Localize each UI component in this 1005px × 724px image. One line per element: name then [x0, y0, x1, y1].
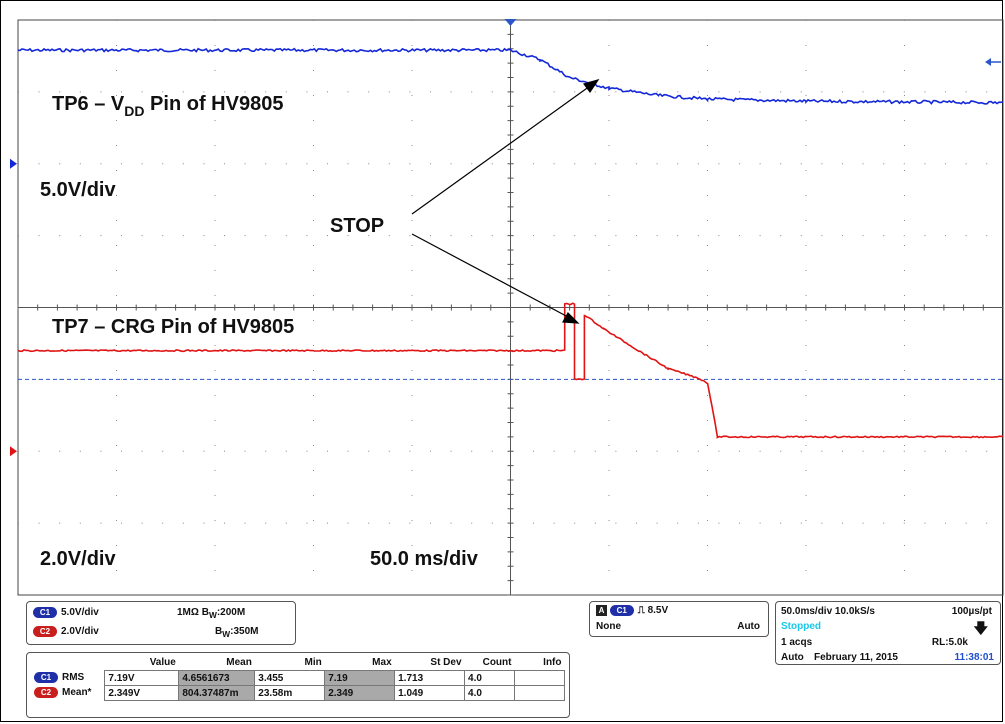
measurement-header: St Dev	[430, 657, 462, 668]
ch1-bw-sub: W	[208, 610, 217, 620]
measurement-header-row: Value Mean Min Max St Dev Count Info	[31, 655, 565, 671]
markers	[10, 19, 1001, 457]
record-down-icon: 🡇	[973, 620, 988, 636]
measurement-cell	[513, 685, 566, 701]
ch1-impedance: 1MΩ	[177, 607, 199, 618]
stop-label: STOP	[330, 215, 384, 237]
ch2-ground-marker	[10, 446, 17, 457]
measurement-cell: 4.0	[464, 685, 515, 701]
trigger-level-arrowhead	[985, 58, 991, 66]
measurement-cell: 23.58m	[254, 685, 326, 701]
measurement-name: Mean*	[62, 687, 92, 699]
measurement-header: Max	[372, 657, 392, 668]
measurement-cell: 4.0	[464, 670, 515, 686]
measurement-cell: 804.37487m	[178, 685, 256, 701]
time-scale-label: 50.0 ms/div	[370, 548, 479, 570]
ch1-badge: C1	[34, 672, 58, 684]
measurement-header: Value	[149, 657, 176, 668]
run-state: Stopped	[781, 621, 821, 632]
ch2-badge: C2	[34, 687, 58, 699]
scope-display: TP6 – VDD Pin of HV9805 5.0V/div STOP TP…	[10, 19, 1004, 596]
capture-time: 11:38:01	[954, 652, 994, 663]
measurement-header-blank	[31, 655, 105, 671]
measurement-row[interactable]: C2 Mean* 2.349V 804.37487m 23.58m 2.349 1…	[31, 685, 566, 701]
acq-mode: Auto	[781, 652, 804, 663]
ch1-status: C1 5.0V/div	[33, 607, 99, 618]
measurement-cell	[513, 670, 566, 686]
trigger-position-marker	[504, 19, 517, 26]
ch1-status-scale: 5.0V/div	[61, 607, 99, 619]
measurement-row[interactable]: C1 RMS 7.19V 4.6561673 3.455 7.19 1.713 4…	[31, 670, 566, 686]
ch2-bw: :350M	[230, 626, 259, 637]
measurement-cell: 2.349	[324, 685, 396, 701]
measurement-header: Info	[543, 657, 562, 668]
measurement-cell: 7.19V	[104, 670, 180, 686]
ch1-badge[interactable]: C1	[33, 607, 57, 618]
ch1-ground-marker	[10, 158, 17, 169]
stop-arrowhead-upper	[582, 78, 600, 94]
measurement-label: C2 Mean*	[31, 686, 105, 701]
measurement-header: Count	[482, 657, 512, 668]
measurement-panel: Value Mean Min Max St Dev Count Info C1 R…	[26, 652, 570, 718]
ch2-bw-info: BW:350M	[215, 626, 258, 639]
measurement-cell: 7.19	[324, 670, 396, 686]
ch2-badge[interactable]: C2	[33, 626, 57, 637]
measurement-cell: 4.6561673	[178, 670, 256, 686]
ch2-bw-prefix: B	[215, 626, 223, 637]
ch2-status: C2 2.0V/div	[33, 626, 99, 637]
tp6-label: TP6 – VDD Pin of HV9805	[52, 93, 283, 119]
acquisition-panel[interactable]: 50.0ms/div 10.0kS/s 100µs/pt Stopped 🡇 1…	[775, 601, 1001, 665]
ch2-bw-sub: W	[222, 629, 231, 639]
measurement-cell: 1.713	[394, 670, 466, 686]
record-length: RL:5.0k	[931, 637, 968, 648]
measurement-table: Value Mean Min Max St Dev Count Info C1 R…	[31, 655, 566, 701]
measurement-header: Min	[304, 657, 322, 668]
trigger-mode-badge: A	[596, 605, 607, 616]
stop-arrowhead-lower	[562, 312, 580, 324]
capture-date: February 11, 2015	[814, 652, 898, 663]
stop-arrows	[411, 78, 600, 324]
trigger-coupling: None	[596, 621, 621, 632]
trigger-source-badge: C1	[609, 605, 634, 616]
measurement-label: C1 RMS	[31, 671, 105, 686]
measurement-cell: 2.349V	[104, 685, 180, 701]
measurement-header: Mean	[226, 657, 252, 668]
ch2-status-scale: 2.0V/div	[61, 626, 99, 638]
trigger-mode: Auto	[737, 621, 760, 632]
measurement-cell: 3.455	[254, 670, 326, 686]
ch2-scale-label: 2.0V/div	[40, 548, 116, 570]
rising-edge-icon: ⎍	[637, 605, 645, 617]
ch2-trace	[17, 302, 1004, 439]
waveform-traces	[17, 47, 1004, 439]
ch1-impedance-bw: 1MΩ BW:200M	[177, 607, 245, 620]
timebase-info: 50.0ms/div 10.0kS/s	[781, 606, 875, 617]
ch1-bw: :200M	[216, 607, 246, 618]
trigger-panel[interactable]: A C1 ⎍ 8.5V None Auto	[589, 601, 769, 637]
channel-status-panel: C1 5.0V/div 1MΩ BW:200M C2 2.0V/div BW:350…	[26, 601, 296, 645]
measurement-name: RMS	[62, 672, 85, 684]
ch1-trace	[17, 47, 1004, 105]
tp7-label: TP7 – CRG Pin of HV9805	[52, 316, 294, 338]
acq-count: 1 acqs	[781, 637, 813, 648]
trigger-level: 8.5V	[647, 605, 669, 617]
resolution-info: 100µs/pt	[951, 606, 992, 617]
measurement-cell: 1.049	[394, 685, 466, 701]
stop-arrow-lower	[411, 233, 571, 319]
ch1-scale-label: 5.0V/div	[40, 179, 116, 201]
ch1-bw-prefix: B	[201, 607, 209, 618]
stop-arrow-upper	[411, 85, 591, 215]
trigger-source: A C1 ⎍ 8.5V	[596, 605, 668, 616]
